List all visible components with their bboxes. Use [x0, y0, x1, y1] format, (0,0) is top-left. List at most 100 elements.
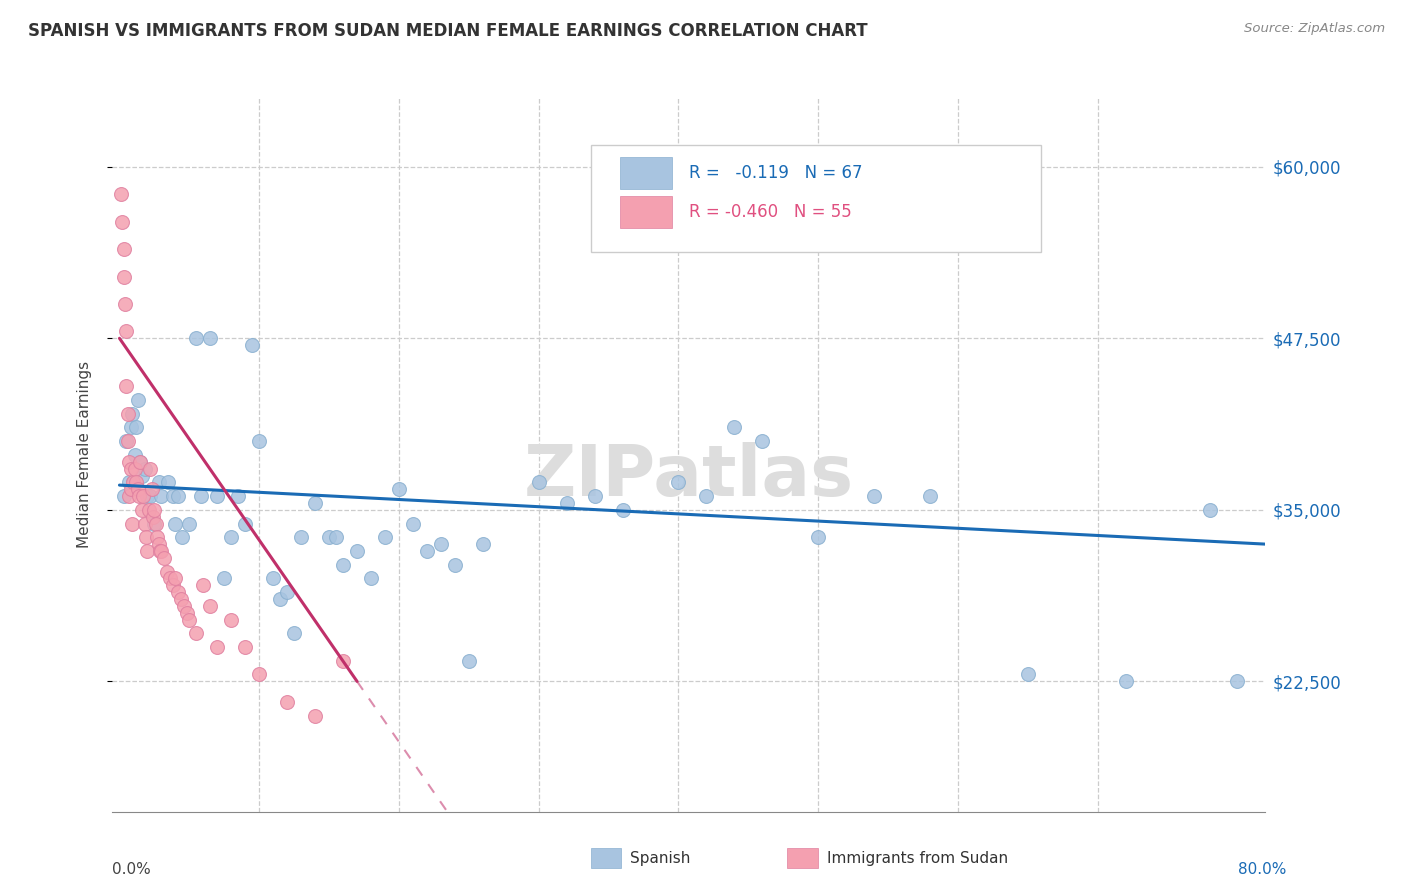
Point	[127, 482, 149, 496]
Point	[430, 537, 453, 551]
Point	[173, 599, 195, 613]
Text: SPANISH VS IMMIGRANTS FROM SUDAN MEDIAN FEMALE EARNINGS CORRELATION CHART: SPANISH VS IMMIGRANTS FROM SUDAN MEDIAN …	[28, 22, 868, 40]
Point	[1017, 667, 1039, 681]
Point	[120, 482, 142, 496]
Point	[668, 475, 690, 490]
Point	[304, 496, 326, 510]
Text: 0.0%: 0.0%	[112, 863, 152, 877]
Point	[153, 550, 176, 565]
Point	[388, 482, 411, 496]
Point	[332, 558, 354, 572]
Point	[723, 420, 745, 434]
Point	[157, 475, 180, 490]
Point	[276, 695, 298, 709]
Point	[695, 489, 717, 503]
Point	[111, 214, 134, 228]
Point	[131, 468, 153, 483]
Point	[112, 489, 135, 503]
Point	[918, 489, 941, 503]
Point	[276, 585, 298, 599]
Point	[143, 516, 166, 531]
Point	[471, 537, 494, 551]
Point	[416, 544, 439, 558]
Point	[148, 475, 170, 490]
Point	[131, 503, 153, 517]
Point	[262, 571, 284, 585]
Point	[112, 269, 135, 284]
Point	[114, 297, 136, 311]
Point	[179, 613, 201, 627]
Point	[129, 455, 152, 469]
Bar	[620, 196, 672, 228]
Point	[193, 578, 215, 592]
Point	[110, 187, 132, 202]
Point	[115, 379, 138, 393]
Point	[122, 475, 145, 490]
Point	[374, 530, 396, 544]
Point	[125, 420, 148, 434]
Point	[290, 530, 312, 544]
Point	[200, 599, 222, 613]
Point	[124, 448, 146, 462]
Point	[247, 667, 270, 681]
Point	[136, 489, 159, 503]
Y-axis label: Median Female Earnings: Median Female Earnings	[77, 361, 91, 549]
Point	[555, 496, 578, 510]
Point	[226, 489, 249, 503]
Point	[269, 592, 291, 607]
Point	[751, 434, 773, 449]
Point	[139, 489, 162, 503]
Point	[179, 516, 201, 531]
Text: 80.0%: 80.0%	[1239, 863, 1286, 877]
Point	[149, 544, 172, 558]
Point	[128, 489, 150, 503]
Point	[145, 516, 167, 531]
Point	[186, 626, 208, 640]
Point	[120, 420, 142, 434]
Point	[156, 565, 179, 579]
Point	[115, 434, 138, 449]
Point	[129, 455, 152, 469]
Point	[304, 708, 326, 723]
Point	[124, 461, 146, 475]
Text: Source: ZipAtlas.com: Source: ZipAtlas.com	[1244, 22, 1385, 36]
Point	[219, 530, 242, 544]
Point	[127, 392, 149, 407]
Point	[165, 571, 187, 585]
Point	[142, 509, 165, 524]
Point	[159, 571, 181, 585]
Point	[150, 544, 173, 558]
Point	[325, 530, 347, 544]
Point	[141, 482, 163, 496]
Point	[863, 489, 886, 503]
Point	[240, 338, 263, 352]
Point	[200, 331, 222, 345]
Point	[117, 434, 139, 449]
Point	[118, 455, 141, 469]
Point	[118, 475, 141, 490]
Point	[146, 530, 169, 544]
Point	[162, 578, 184, 592]
Point	[115, 325, 138, 339]
Text: ZIPatlas: ZIPatlas	[524, 442, 853, 511]
Point	[583, 489, 606, 503]
Point	[170, 592, 193, 607]
Point	[172, 530, 194, 544]
Point	[136, 544, 159, 558]
Point	[150, 489, 173, 503]
Point	[125, 475, 148, 490]
Point	[1198, 503, 1220, 517]
Point	[612, 503, 634, 517]
Bar	[620, 157, 672, 189]
Point	[444, 558, 467, 572]
Point	[138, 503, 160, 517]
Point	[1115, 674, 1137, 689]
Text: Immigrants from Sudan: Immigrants from Sudan	[827, 851, 1008, 865]
Point	[176, 606, 198, 620]
Point	[402, 516, 425, 531]
Point	[283, 626, 305, 640]
Point	[132, 489, 155, 503]
Point	[807, 530, 830, 544]
Text: R =   -0.119   N = 67: R = -0.119 N = 67	[689, 164, 862, 182]
Point	[527, 475, 550, 490]
